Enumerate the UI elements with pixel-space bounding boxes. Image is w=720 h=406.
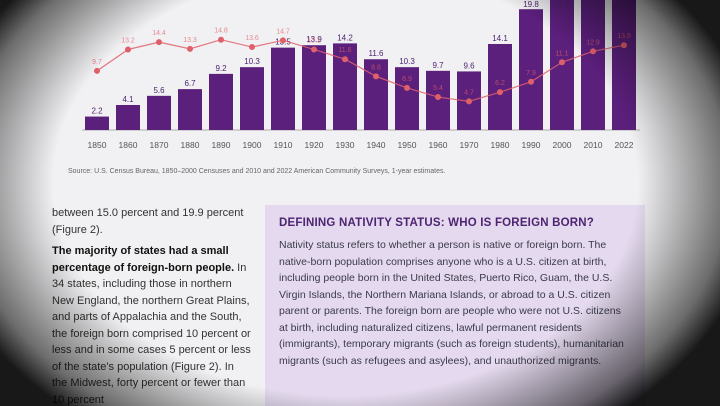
- bar-label: 10.3: [399, 57, 415, 66]
- line-point: [528, 78, 534, 85]
- line-point: [590, 48, 596, 55]
- bar-label: 19.8: [523, 0, 539, 9]
- x-tick-label: 1850: [88, 140, 107, 150]
- x-tick-label: 1990: [522, 140, 541, 150]
- chart-source: Source: U.S. Census Bureau, 1850–2000 Ce…: [68, 168, 446, 175]
- x-tick-label: 1870: [150, 140, 169, 150]
- bar-label: 14.2: [337, 33, 353, 42]
- line-label: 8.8: [371, 64, 381, 71]
- line-point: [342, 56, 348, 63]
- line-label: 14.7: [276, 28, 290, 35]
- bar: [85, 116, 109, 130]
- line-label: 4.7: [464, 89, 474, 96]
- line-point: [94, 67, 100, 74]
- line-point: [404, 84, 410, 91]
- bar-label: 14.1: [492, 34, 508, 43]
- x-tick-label: 1860: [119, 140, 138, 150]
- bar: [147, 95, 171, 130]
- bar-label: 10.3: [244, 57, 260, 66]
- line-label: 9.7: [92, 59, 102, 66]
- bar: [581, 0, 605, 130]
- line-label: 13.6: [245, 35, 259, 42]
- line-series: [96, 39, 625, 102]
- line-label: 6.9: [402, 76, 412, 83]
- chart: 2.2 1850 4.1 1860 5.6 1870 6.7 1880 9.2 1890 10.3 1…: [82, 0, 640, 150]
- line-label: 11.1: [555, 50, 568, 57]
- sidebar-title: DEFINING NATIVITY STATUS: WHO IS FOREIGN…: [279, 217, 595, 229]
- paragraph: between 15.0 percent and 19.9 percent (F…: [52, 207, 244, 236]
- line-label: 14.8: [214, 28, 228, 35]
- paragraph-text: In 34 states, including those in norther…: [52, 261, 251, 406]
- x-tick-label: 1940: [367, 140, 386, 150]
- line-label: 12.9: [586, 39, 600, 46]
- line-label: 13.3: [183, 37, 197, 44]
- left-column: between 15.0 percent and 19.9 percent (F…: [52, 205, 252, 406]
- bar: [178, 89, 202, 130]
- bold-lead: The majority of states had a small perce…: [52, 245, 235, 274]
- x-tick-label: 1880: [181, 140, 200, 150]
- sidebar-box: DEFINING NATIVITY STATUS: WHO IS FOREIGN…: [265, 205, 645, 406]
- bar-label: 9.2: [215, 64, 227, 73]
- sidebar-text: Nativity status refers to whether a pers…: [279, 239, 624, 367]
- bar-label: 11.6: [369, 49, 385, 58]
- line-label: 13.2: [307, 37, 321, 44]
- bar-label: 9.6: [463, 61, 475, 70]
- line-point: [249, 44, 255, 51]
- line-point: [497, 89, 503, 96]
- x-tick-label: 1980: [491, 140, 510, 150]
- bar: [271, 47, 295, 130]
- line-label: 13.9: [617, 33, 631, 40]
- x-tick-label: 1890: [212, 140, 231, 150]
- line-label: 13.2: [121, 37, 135, 44]
- bar-label: 6.7: [184, 79, 196, 88]
- x-tick-label: 2022: [615, 140, 634, 150]
- x-tick-label: 1920: [305, 140, 324, 150]
- bar: [240, 67, 264, 130]
- line-point: [373, 73, 379, 80]
- line-point: [559, 59, 565, 66]
- line-point: [466, 98, 472, 105]
- line-point: [156, 39, 162, 46]
- x-tick-label: 1960: [429, 140, 448, 150]
- bar: [302, 45, 326, 130]
- x-tick-label: 2000: [553, 140, 572, 150]
- line-label: 5.4: [433, 85, 443, 92]
- line-label: 14.4: [152, 30, 166, 37]
- bar-label: 5.6: [153, 86, 165, 95]
- x-tick-label: 1900: [243, 140, 262, 150]
- line-point: [280, 37, 286, 44]
- bar-label: 2.2: [91, 107, 103, 116]
- line-label: 7.9: [526, 70, 536, 77]
- bar-label: 40: [589, 0, 598, 9]
- x-tick-label: 1970: [460, 140, 479, 150]
- line-point: [125, 46, 131, 53]
- bar-label: 9.7: [432, 61, 444, 70]
- bar: [116, 104, 140, 130]
- bar: [209, 73, 233, 130]
- line-point: [187, 45, 193, 52]
- line-label: 6.2: [495, 80, 505, 87]
- bar: [612, 0, 636, 130]
- bar-label: 31.1: [554, 0, 570, 9]
- paragraph: The majority of states had a small perce…: [52, 243, 252, 406]
- line-label: 11.6: [338, 47, 351, 54]
- bar-label: 4.1: [122, 95, 134, 104]
- line-point: [218, 36, 224, 43]
- line-point: [311, 46, 317, 53]
- bar: [426, 70, 450, 130]
- x-tick-label: 1950: [398, 140, 417, 150]
- x-tick-label: 1930: [336, 140, 355, 150]
- line-point: [435, 94, 441, 101]
- x-tick-label: 1910: [274, 140, 293, 150]
- line-point: [621, 42, 627, 49]
- bar-label: 46.2: [616, 0, 632, 9]
- x-tick-label: 2010: [584, 140, 603, 150]
